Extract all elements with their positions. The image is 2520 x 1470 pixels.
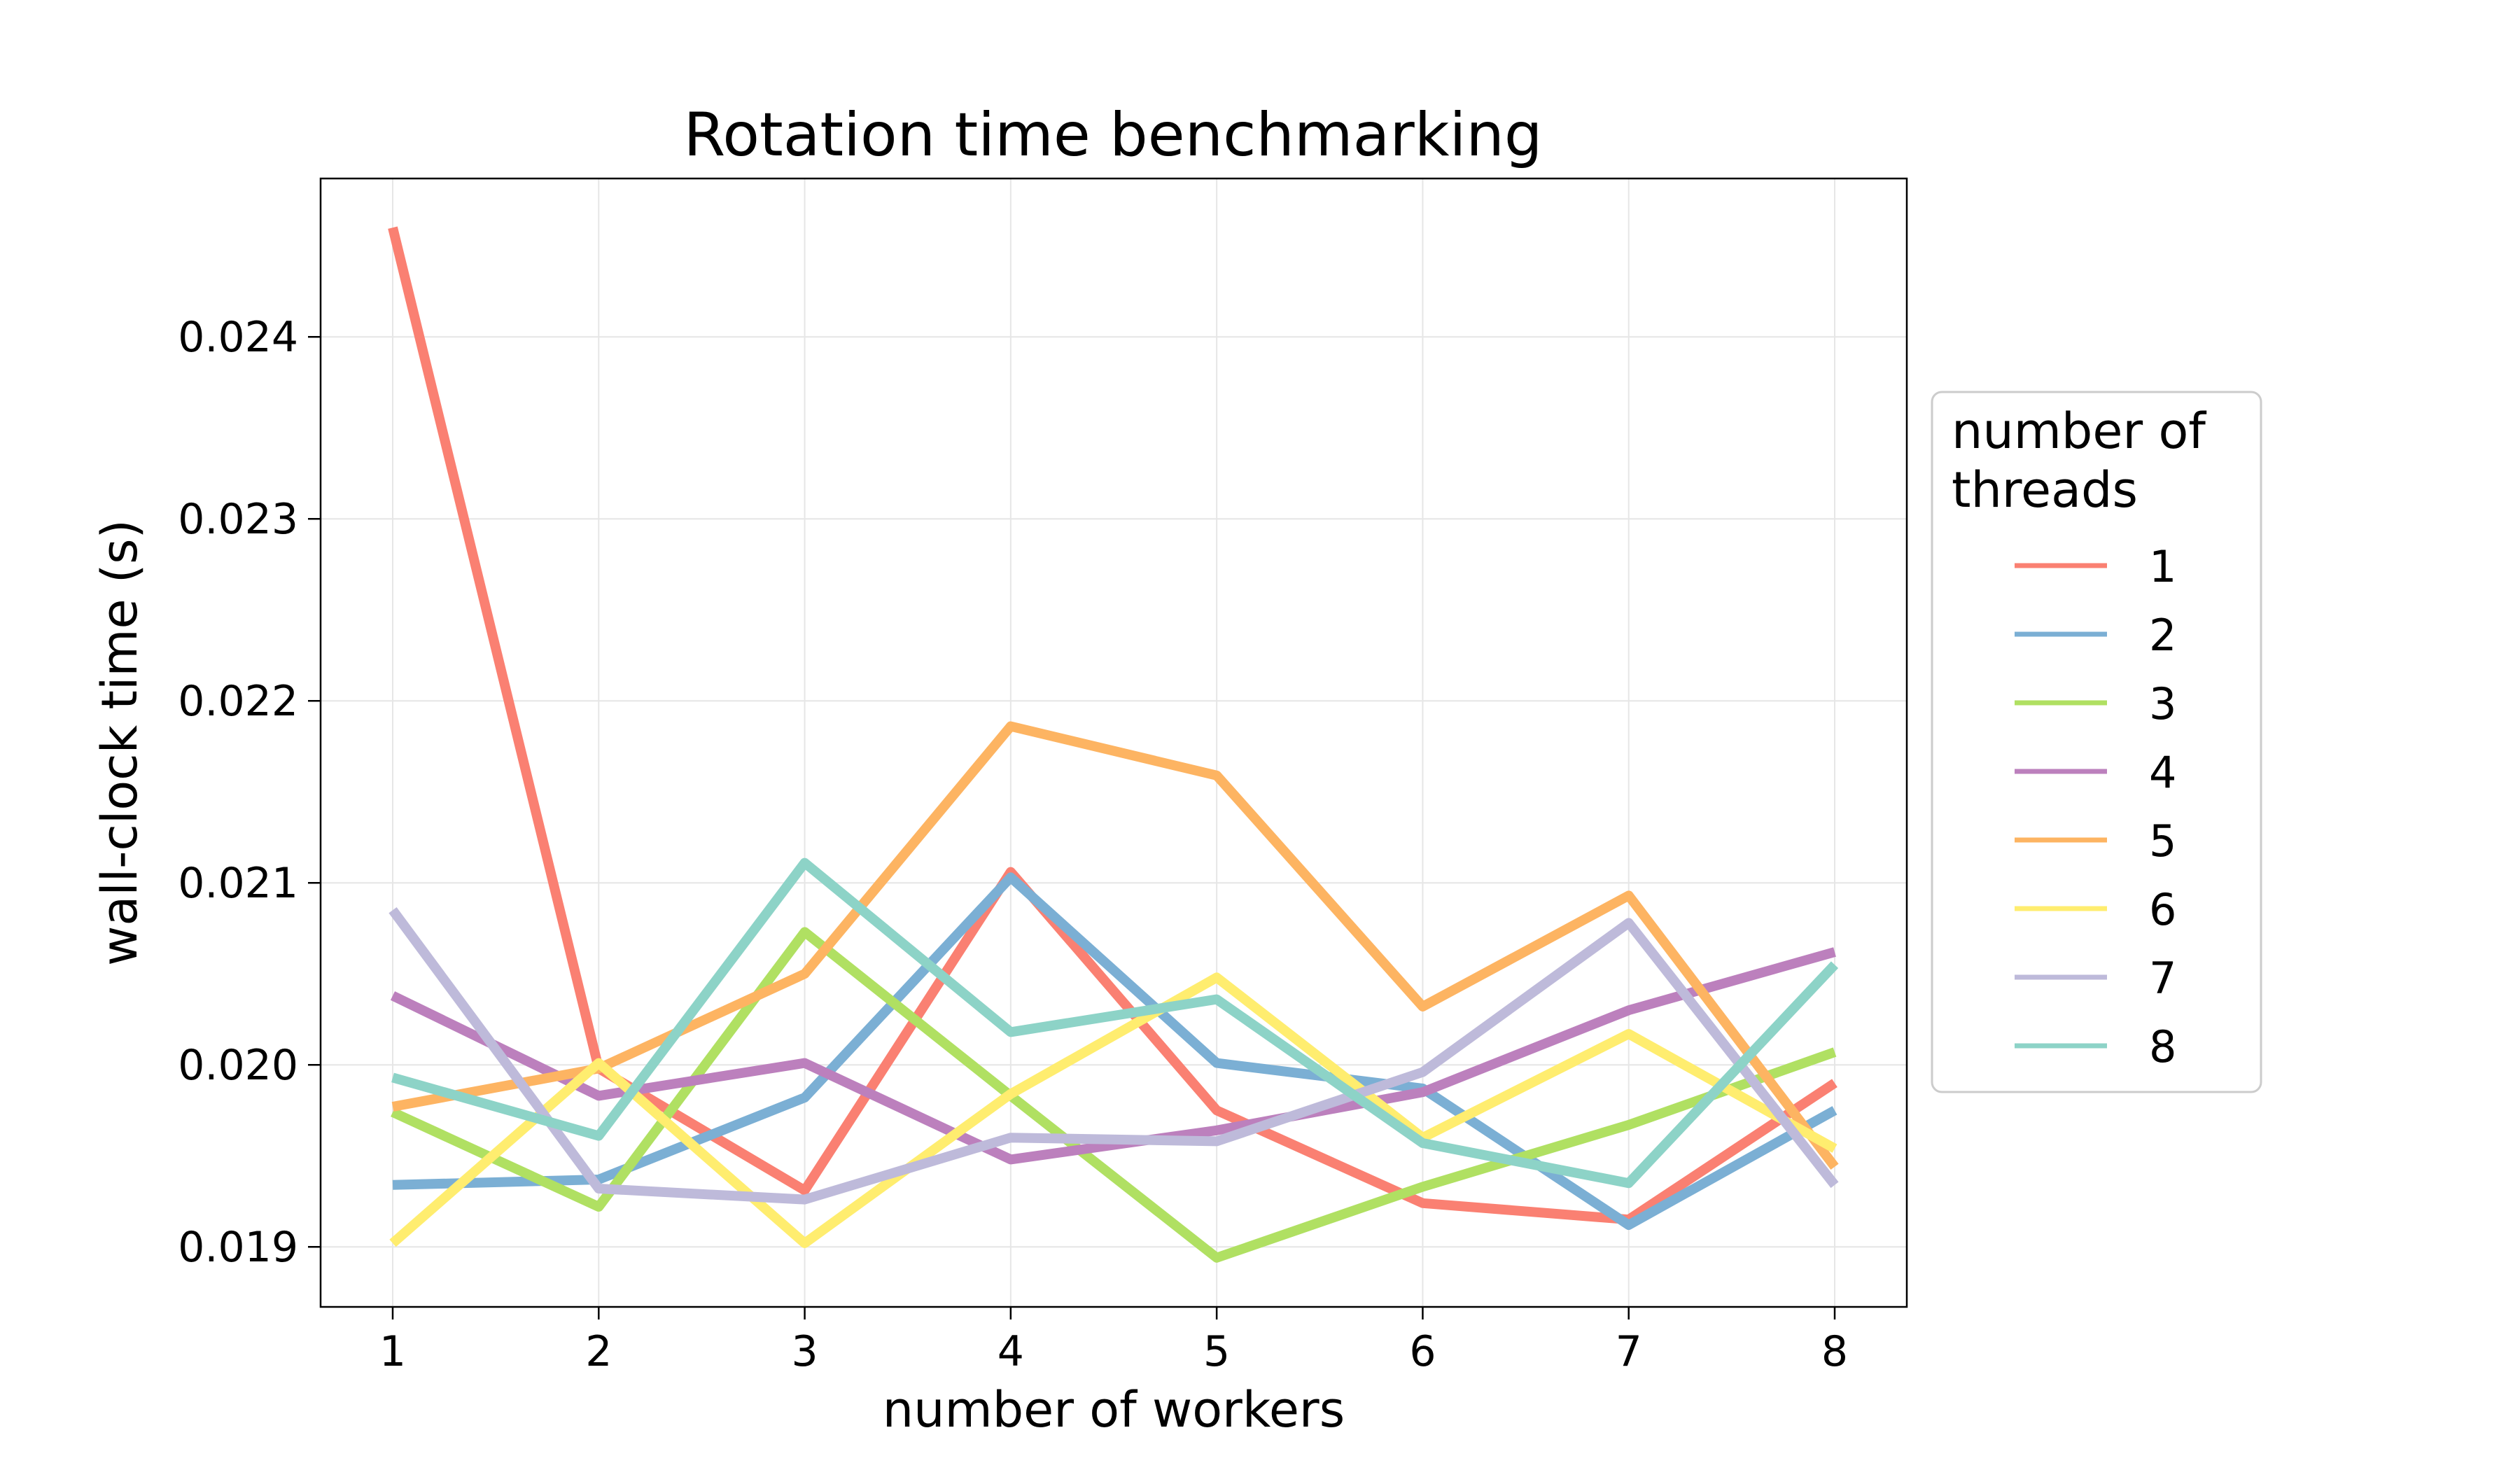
legend-label-6: 6 xyxy=(2149,884,2176,935)
y-tick-label: 0.021 xyxy=(178,859,298,908)
legend-title-line-2: threads xyxy=(1952,461,2138,519)
x-tick-label: 4 xyxy=(997,1327,1024,1376)
series-line-7 xyxy=(388,907,1839,1205)
legend-label-5: 5 xyxy=(2149,816,2176,867)
legend-title-line-1: number of xyxy=(1952,402,2206,460)
legend-label-8: 8 xyxy=(2149,1021,2176,1072)
series-line-3 xyxy=(391,927,1837,1263)
series-lines xyxy=(388,226,1839,1263)
x-tick-label: 6 xyxy=(1409,1327,1436,1376)
y-tick-label: 0.019 xyxy=(178,1223,298,1272)
y-tick-label: 0.024 xyxy=(178,313,298,362)
legend-label-7: 7 xyxy=(2149,953,2176,1004)
legend-entries: 1 2 3 4 5 6 7 8 xyxy=(2015,541,2176,1072)
chart-title: Rotation time benchmarking xyxy=(683,100,1542,170)
series-line-5 xyxy=(391,721,1839,1170)
grid-lines xyxy=(321,178,1907,1307)
series-line-8 xyxy=(391,858,1839,1189)
x-tick-label: 5 xyxy=(1203,1327,1230,1376)
legend: number of threads 1 2 3 4 5 6 7 8 xyxy=(1931,391,2262,1093)
x-tick-label: 2 xyxy=(585,1327,612,1376)
x-axis-ticks: 1 2 3 4 5 6 7 8 xyxy=(379,1307,1848,1376)
y-tick-label: 0.022 xyxy=(178,677,298,726)
x-tick-label: 1 xyxy=(379,1327,406,1376)
x-tick-label: 3 xyxy=(791,1327,818,1376)
legend-label-2: 2 xyxy=(2149,610,2176,661)
y-axis-ticks: 0.019 0.020 0.021 0.022 0.023 0.024 xyxy=(178,313,321,1272)
legend-label-1: 1 xyxy=(2149,541,2176,592)
legend-box xyxy=(1931,391,2262,1093)
x-axis-label: number of workers xyxy=(883,1381,1345,1438)
y-axis-label: wall-clock time (s) xyxy=(91,519,148,966)
x-tick-label: 8 xyxy=(1821,1327,1848,1376)
legend-label-4: 4 xyxy=(2149,747,2176,798)
plot-frame xyxy=(319,177,1908,1308)
x-tick-label: 7 xyxy=(1616,1327,1642,1376)
y-tick-label: 0.020 xyxy=(178,1041,298,1090)
legend-label-3: 3 xyxy=(2149,678,2176,729)
y-tick-label: 0.023 xyxy=(178,495,298,544)
